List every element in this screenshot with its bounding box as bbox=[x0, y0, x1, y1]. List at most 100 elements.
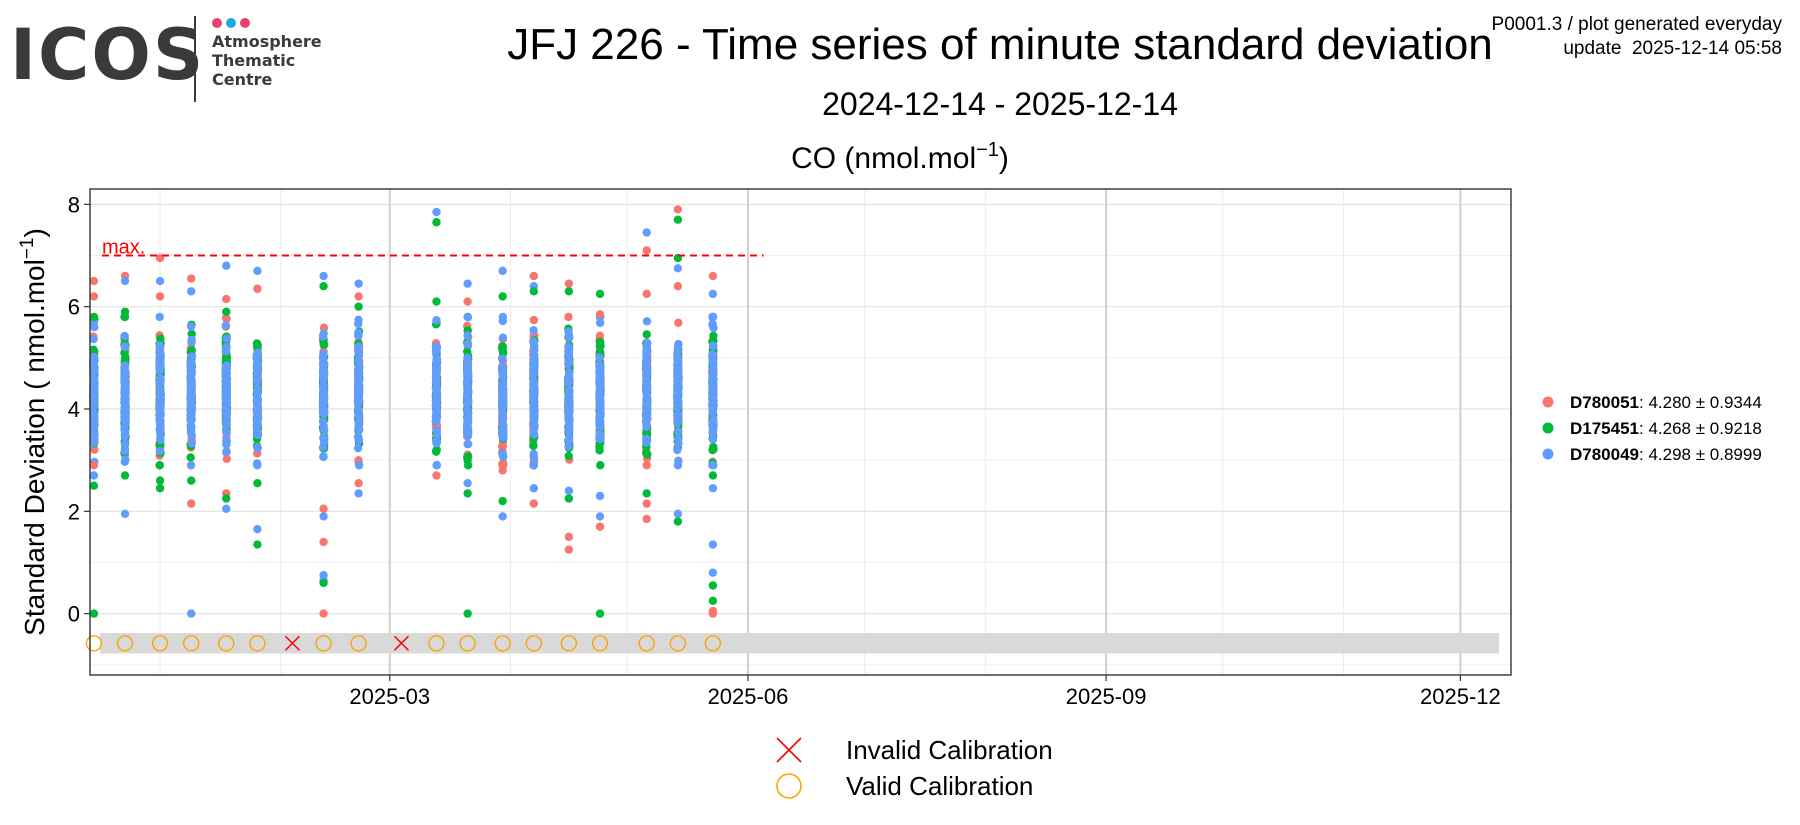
data-point-D780049 bbox=[354, 412, 363, 421]
data-point-D780049 bbox=[463, 395, 473, 405]
data-point-D780051 bbox=[222, 454, 231, 464]
outlier-point-D175451 bbox=[155, 476, 165, 485]
data-point-D780049 bbox=[155, 446, 164, 456]
outlier-point-D175451 bbox=[595, 609, 605, 618]
data-point-D780049 bbox=[89, 428, 99, 437]
data-point-D780049 bbox=[463, 406, 472, 415]
outlier-point-D175451 bbox=[253, 478, 262, 488]
data-point-D780049 bbox=[354, 343, 363, 352]
data-point-D780049 bbox=[187, 335, 196, 345]
data-point-D780049 bbox=[565, 394, 574, 403]
data-point-D780049 bbox=[708, 380, 718, 389]
valid-calibration-marker bbox=[591, 635, 609, 652]
y-tick-label: 4 bbox=[68, 397, 80, 422]
data-point-D780049 bbox=[89, 352, 98, 362]
data-point-D780049 bbox=[674, 427, 683, 436]
data-point-D780049 bbox=[89, 418, 98, 428]
data-point-D780049 bbox=[120, 369, 130, 379]
data-point-D780051 bbox=[642, 461, 651, 470]
outlier-point-D780049 bbox=[253, 266, 262, 276]
data-point-D780049 bbox=[595, 416, 604, 425]
outlier-point-D175451 bbox=[673, 215, 683, 224]
data-point-D780049 bbox=[156, 435, 165, 445]
legend-invalid-stroke bbox=[776, 737, 802, 763]
data-point-D780049 bbox=[252, 416, 262, 425]
data-point-D780049 bbox=[595, 378, 604, 387]
logo-dots bbox=[212, 15, 254, 33]
data-point-D780049 bbox=[642, 422, 651, 432]
valid-calibration-marker bbox=[350, 635, 367, 652]
data-point-D780049 bbox=[222, 420, 231, 429]
data-point-D780049 bbox=[529, 350, 539, 360]
data-point-D780049 bbox=[673, 461, 683, 470]
outlier-point-D175451 bbox=[564, 494, 574, 503]
outlier-point-D780049 bbox=[708, 484, 718, 493]
date-range-subtitle: 2024-12-14 - 2025-12-14 bbox=[0, 86, 1800, 123]
legend-invalid-calibration-label: Invalid Calibration bbox=[846, 735, 1053, 765]
data-point-D780051 bbox=[498, 442, 508, 451]
outlier-point-D175451 bbox=[708, 471, 718, 480]
outlier-point-D780051 bbox=[89, 461, 99, 470]
data-point-D780049 bbox=[222, 334, 232, 343]
data-point-D780049 bbox=[565, 433, 574, 442]
outlier-point-D780049 bbox=[89, 471, 99, 480]
outlier-point-D780051 bbox=[529, 271, 539, 281]
outlier-point-D780051 bbox=[595, 310, 605, 319]
legend-entry: D175451: 4.268 ± 0.9218 bbox=[1570, 419, 1762, 438]
outlier-point-D780049 bbox=[463, 279, 472, 288]
data-point-D780049 bbox=[187, 412, 196, 422]
data-point-D780049 bbox=[642, 317, 652, 326]
data-point-D780049 bbox=[318, 417, 328, 426]
data-point-D780049 bbox=[353, 443, 363, 453]
data-point-D780049 bbox=[222, 440, 231, 449]
legend-invalid-calibration-icon bbox=[776, 737, 802, 763]
update-timestamp: update 2025-12-14 05:58 bbox=[1563, 38, 1782, 59]
data-point-D780049 bbox=[708, 426, 718, 436]
data-point-D780049 bbox=[187, 369, 196, 378]
data-point-D780049 bbox=[499, 394, 508, 404]
data-point-D780049 bbox=[564, 411, 573, 420]
data-point-D780049 bbox=[708, 350, 717, 359]
data-point-D780049 bbox=[253, 392, 262, 402]
outlier-point-D175451 bbox=[463, 609, 472, 618]
logo-line: Centre bbox=[212, 70, 273, 89]
data-point-D780051 bbox=[529, 315, 539, 325]
valid-calibration-marker bbox=[85, 635, 103, 652]
data-point-D780049 bbox=[529, 337, 538, 346]
data-point-D175451 bbox=[432, 445, 441, 454]
outlier-point-D175451 bbox=[354, 302, 363, 311]
data-point-D780049 bbox=[596, 400, 605, 409]
legend-swatch-D780049 bbox=[1542, 448, 1554, 460]
data-point-D780049 bbox=[252, 374, 262, 383]
data-point-D780049 bbox=[642, 381, 652, 390]
data-point-D780049 bbox=[253, 443, 262, 453]
data-point-D780049 bbox=[498, 415, 507, 424]
data-point-D780049 bbox=[642, 394, 651, 404]
page-title-text: JFJ 226 - Time series of minute standard… bbox=[507, 20, 1493, 69]
outlier-point-D780049 bbox=[120, 276, 130, 286]
data-point-D780049 bbox=[463, 313, 473, 322]
data-point-D780049 bbox=[432, 430, 442, 440]
data-point-D780049 bbox=[187, 439, 197, 448]
outlier-point-D780051 bbox=[319, 537, 328, 547]
data-point-D780049 bbox=[462, 368, 472, 378]
data-point-D780049 bbox=[498, 354, 507, 363]
data-point-D780049 bbox=[155, 386, 164, 395]
outlier-point-D780049 bbox=[187, 287, 196, 296]
data-point-D780049 bbox=[354, 369, 363, 378]
data-point-D780049 bbox=[353, 396, 363, 405]
outlier-point-D780049 bbox=[187, 609, 196, 618]
data-point-D780049 bbox=[155, 427, 165, 436]
data-point-D175451 bbox=[564, 451, 573, 461]
legend-swatch-D175451 bbox=[1542, 422, 1554, 434]
max-threshold-label: max. bbox=[102, 237, 145, 259]
data-point-D780049 bbox=[186, 461, 196, 470]
legend-entry: D780049: 4.298 ± 0.8999 bbox=[1570, 445, 1762, 464]
data-point-D780049 bbox=[90, 368, 99, 377]
data-point-D780049 bbox=[187, 380, 196, 389]
data-point-D780049 bbox=[708, 312, 717, 322]
data-point-D780049 bbox=[432, 355, 441, 365]
data-point-D780049 bbox=[155, 354, 165, 364]
data-point-D780049 bbox=[222, 398, 231, 408]
data-point-D780049 bbox=[498, 452, 508, 462]
